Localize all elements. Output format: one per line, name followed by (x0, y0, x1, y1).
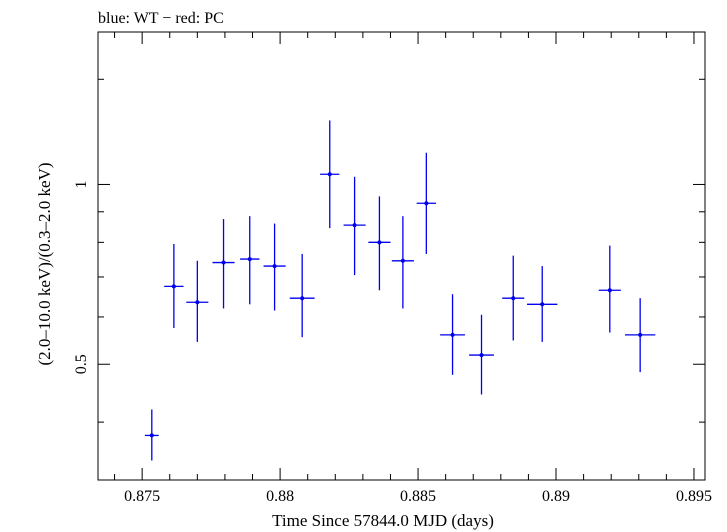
data-marker (195, 300, 200, 305)
data-point-wt (527, 266, 558, 342)
data-point-wt (368, 196, 391, 291)
plot-frame (97, 31, 706, 481)
x-tick-label: 0.88 (266, 488, 294, 505)
data-markers (144, 120, 656, 461)
data-point-wt (186, 260, 209, 342)
data-point-wt (289, 253, 315, 338)
data-point-wt (469, 314, 494, 395)
data-marker (450, 332, 455, 337)
x-tick-label: 0.895 (676, 488, 712, 505)
data-point-wt (343, 176, 366, 276)
data-marker (400, 258, 405, 263)
data-marker (511, 296, 516, 301)
data-point-wt (416, 152, 436, 254)
data-marker (149, 433, 154, 438)
data-point-wt (164, 243, 184, 328)
data-marker (479, 353, 484, 358)
y-axis-label: (2.0–10.0 keV)/(0.3–2.0 keV) (35, 162, 54, 365)
x-tick-label: 0.885 (400, 488, 436, 505)
data-point-wt (144, 409, 159, 461)
y-tick-label: 1 (73, 180, 90, 188)
x-tick-label: 0.89 (542, 488, 570, 505)
data-marker (171, 284, 176, 289)
x-tick-label: 0.875 (124, 488, 160, 505)
data-marker (607, 288, 612, 293)
data-point-wt (502, 255, 525, 341)
data-marker (272, 264, 277, 269)
data-marker (424, 201, 429, 206)
data-marker (540, 302, 545, 307)
x-axis-label: Time Since 57844.0 MJD (days) (272, 511, 494, 530)
data-marker (300, 296, 305, 301)
data-marker (377, 240, 382, 245)
data-point-wt (391, 216, 414, 309)
data-point-wt (240, 216, 260, 305)
data-point-wt (320, 120, 340, 229)
data-point-wt (263, 223, 286, 311)
data-marker (638, 332, 643, 337)
y-tick-label: 0.5 (73, 354, 90, 374)
data-marker (247, 257, 252, 262)
data-marker (352, 223, 357, 228)
data-point-wt (624, 298, 656, 373)
chart-title: blue: WT − red: PC (98, 10, 224, 27)
data-point-wt (212, 219, 235, 309)
data-point-wt (598, 245, 621, 333)
data-point-wt (440, 294, 465, 375)
data-marker (327, 172, 332, 177)
data-marker (221, 260, 226, 265)
axes-ticks: 0.875 0.88 0.885 0.89 0.895 0.5 1 (73, 32, 712, 505)
